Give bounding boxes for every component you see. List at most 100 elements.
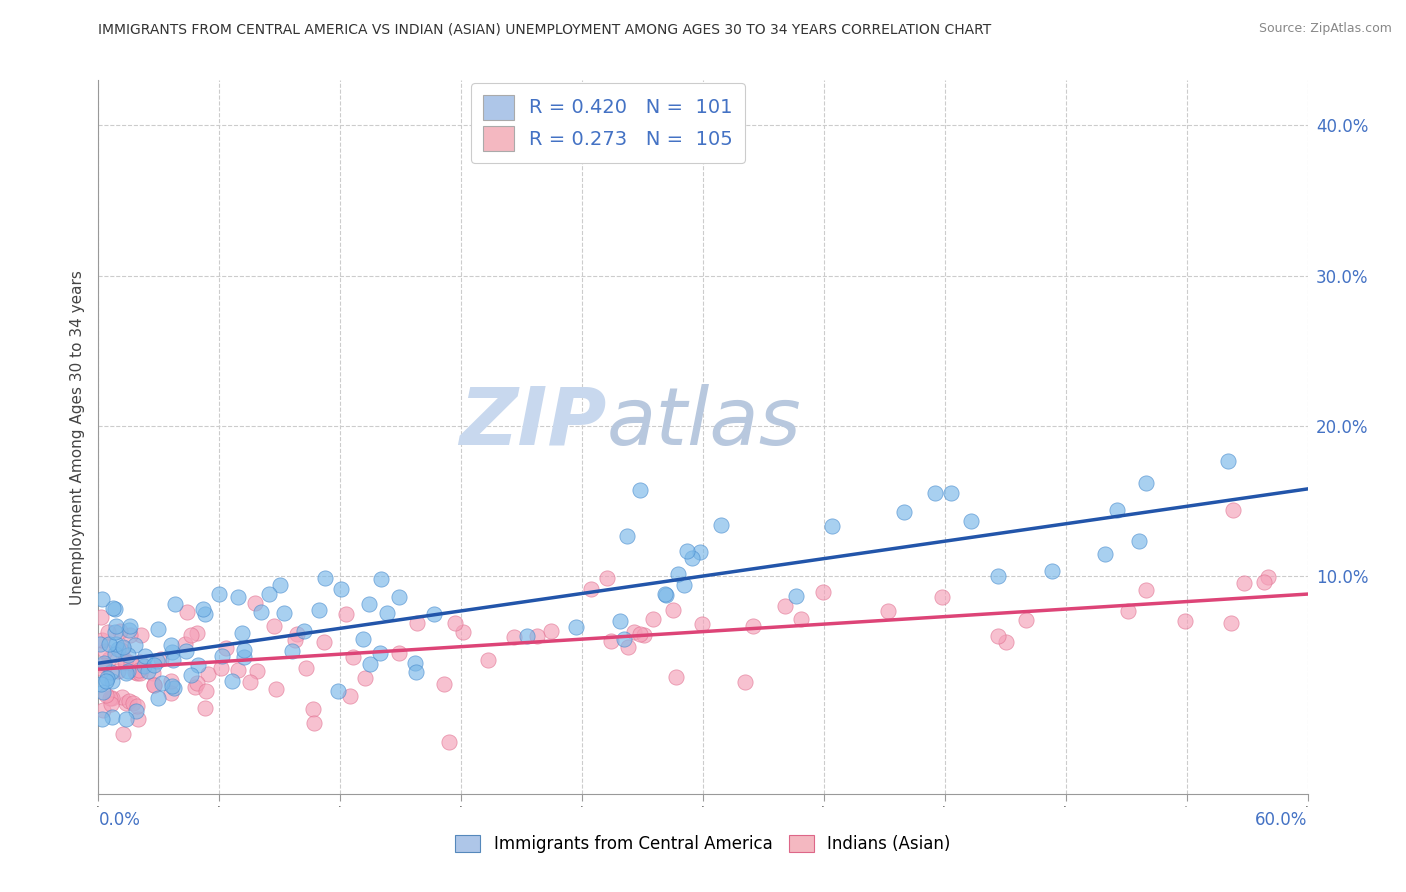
Point <box>540 624 562 638</box>
Point <box>124 665 146 679</box>
Legend: Immigrants from Central America, Indians (Asian): Immigrants from Central America, Indians… <box>447 827 959 862</box>
Point <box>526 629 548 643</box>
Point <box>180 628 202 642</box>
Point <box>91 591 114 606</box>
Point <box>209 661 232 675</box>
Point <box>368 646 391 660</box>
Point <box>125 704 148 718</box>
Point <box>233 643 256 657</box>
Text: ZIP: ZIP <box>458 384 606 462</box>
Point <box>811 585 834 599</box>
Point <box>143 678 166 692</box>
Point <box>127 712 149 726</box>
Point <box>675 544 697 558</box>
Point <box>249 605 271 619</box>
Point <box>215 640 238 655</box>
Point <box>326 684 349 698</box>
Point <box>176 605 198 619</box>
Point <box>105 619 128 633</box>
Point <box>90 610 112 624</box>
Point <box>633 628 655 642</box>
Point <box>187 657 209 672</box>
Point <box>233 649 256 664</box>
Point <box>173 637 195 651</box>
Point <box>127 698 149 713</box>
Point <box>1232 575 1254 590</box>
Point <box>193 607 215 621</box>
Point <box>924 485 946 500</box>
Point <box>655 588 678 602</box>
Point <box>104 602 127 616</box>
Point <box>628 483 651 497</box>
Point <box>91 632 114 647</box>
Point <box>104 624 127 639</box>
Point <box>352 632 374 646</box>
Point <box>101 710 124 724</box>
Point <box>477 652 499 666</box>
Point <box>330 582 353 596</box>
Point <box>134 649 156 664</box>
Point <box>184 680 207 694</box>
Point <box>654 587 676 601</box>
Text: atlas: atlas <box>606 384 801 462</box>
Point <box>388 590 411 604</box>
Point <box>145 654 167 668</box>
Point <box>148 622 170 636</box>
Point <box>359 657 381 672</box>
Point <box>335 607 357 622</box>
Point <box>163 598 186 612</box>
Point <box>197 667 219 681</box>
Point <box>285 627 308 641</box>
Point <box>226 591 249 605</box>
Point <box>243 596 266 610</box>
Point <box>353 671 375 685</box>
Text: 0.0%: 0.0% <box>98 811 141 829</box>
Point <box>689 545 711 559</box>
Point <box>163 681 186 695</box>
Point <box>673 578 696 592</box>
Point <box>599 633 621 648</box>
Point <box>91 662 114 676</box>
Point <box>246 664 269 678</box>
Point <box>91 712 114 726</box>
Point <box>195 683 218 698</box>
Point <box>114 655 136 669</box>
Point <box>89 637 111 651</box>
Point <box>987 629 1010 643</box>
Point <box>186 676 208 690</box>
Point <box>1135 582 1157 597</box>
Point <box>742 618 765 632</box>
Point <box>1253 574 1275 589</box>
Point <box>666 567 689 582</box>
Point <box>1135 476 1157 491</box>
Point <box>93 656 115 670</box>
Point <box>91 703 114 717</box>
Point <box>117 623 139 637</box>
Point <box>120 627 142 641</box>
Text: 60.0%: 60.0% <box>1256 811 1308 829</box>
Point <box>314 635 336 649</box>
Point <box>124 638 146 652</box>
Point <box>579 582 602 597</box>
Point <box>820 518 842 533</box>
Point <box>162 653 184 667</box>
Point <box>1094 547 1116 561</box>
Point <box>775 599 797 613</box>
Point <box>617 640 640 654</box>
Point <box>616 529 638 543</box>
Point <box>96 688 118 702</box>
Point <box>160 674 183 689</box>
Point <box>1128 534 1150 549</box>
Point <box>150 652 173 666</box>
Point <box>281 644 304 658</box>
Point <box>118 694 141 708</box>
Point <box>180 667 202 681</box>
Point <box>239 675 262 690</box>
Point <box>108 624 131 639</box>
Point <box>94 673 117 688</box>
Point <box>960 515 983 529</box>
Point <box>110 643 132 657</box>
Point <box>437 734 460 748</box>
Point <box>295 661 318 675</box>
Point <box>273 606 295 620</box>
